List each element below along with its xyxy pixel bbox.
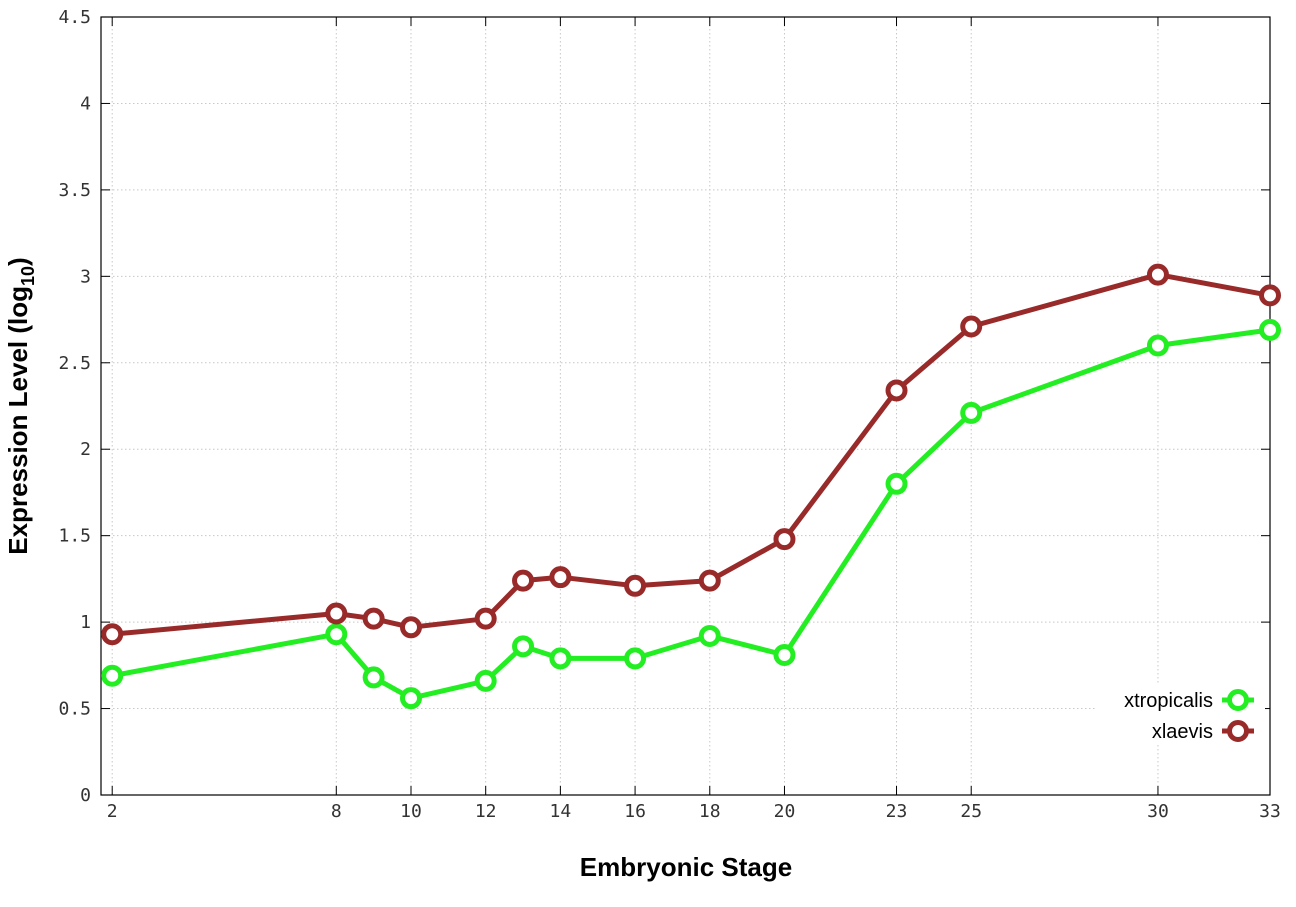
data-point-xtropicalis: [698, 624, 721, 647]
data-point-xlaevis: [698, 569, 721, 592]
data-point-xtropicalis: [399, 687, 422, 710]
y-tick-label: 1.5: [58, 526, 91, 547]
data-point-xlaevis: [549, 566, 572, 589]
data-point-xlaevis: [362, 607, 385, 630]
data-point-xlaevis: [773, 528, 796, 551]
data-point-xtropicalis: [101, 664, 124, 687]
y-tick-label: 4.5: [58, 7, 91, 28]
plot-frame: [100, 16, 1271, 796]
data-point-xlaevis: [960, 315, 983, 338]
data-point-xlaevis: [101, 623, 124, 646]
series-xtropicalis: [101, 318, 1281, 710]
x-tick-label: 2: [107, 801, 118, 822]
data-point-xlaevis: [624, 574, 647, 597]
y-tick-label: 3: [80, 266, 91, 287]
y-tick-labels: 0 0.5 1 1.5 2 2.5 3 3.5 4 4.5: [58, 7, 91, 806]
data-point-xlaevis: [885, 379, 908, 402]
data-point-xtropicalis: [474, 669, 497, 692]
y-axis-title-main: Expression Level (log: [3, 286, 33, 555]
x-tick-label: 14: [550, 801, 572, 822]
legend-marker-xlaevis: [1227, 720, 1249, 742]
y-axis-title: Expression Level (log10): [3, 257, 38, 554]
x-tick-label: 25: [960, 801, 982, 822]
x-tick-label: 10: [400, 801, 422, 822]
y-axis-title-suffix: ): [3, 257, 33, 266]
y-tick-label: 2.5: [58, 353, 91, 374]
data-point-xtropicalis: [1259, 318, 1281, 341]
data-point-xtropicalis: [512, 635, 535, 658]
y-tick-label: 2: [80, 439, 91, 460]
data-point-xlaevis: [325, 602, 348, 625]
data-point-xtropicalis: [624, 647, 647, 670]
y-tick-label: 0: [80, 785, 91, 806]
x-tick-label: 30: [1147, 801, 1169, 822]
legend: xtropicalis xlaevis: [1095, 683, 1265, 743]
data-point-xlaevis: [1259, 284, 1281, 307]
y-tick-label: 4: [80, 93, 91, 114]
data-point-xtropicalis: [325, 623, 348, 646]
data-point-xlaevis: [474, 607, 497, 630]
x-tick-label: 23: [886, 801, 908, 822]
x-tick-label: 18: [699, 801, 721, 822]
x-tick-labels: 2 8 10 12 14 16 18 20 23 25 30 33: [107, 801, 1281, 822]
legend-label-xtropicalis: xtropicalis: [1124, 690, 1213, 712]
data-point-xtropicalis: [773, 643, 796, 666]
data-point-xlaevis: [399, 616, 422, 639]
legend-label-xlaevis: xlaevis: [1152, 721, 1213, 743]
x-tick-label: 20: [774, 801, 796, 822]
data-point-xtropicalis: [549, 647, 572, 670]
series-xlaevis: [101, 263, 1281, 646]
x-tick-label: 8: [331, 801, 342, 822]
data-point-xtropicalis: [362, 666, 385, 689]
y-tick-label: 1: [80, 612, 91, 633]
x-axis-title: Embryonic Stage: [580, 852, 792, 882]
x-tick-label: 12: [475, 801, 497, 822]
data-point-xtropicalis: [885, 472, 908, 495]
data-point-xtropicalis: [960, 401, 983, 424]
y-axis-title-subscript: 10: [18, 266, 38, 286]
data-point-xlaevis: [512, 569, 535, 592]
x-tick-label: 33: [1259, 801, 1281, 822]
series-group: [101, 263, 1281, 710]
y-tick-label: 3.5: [58, 180, 91, 201]
legend-marker-xtropicalis: [1227, 689, 1249, 711]
data-point-xlaevis: [1146, 263, 1169, 286]
data-point-xtropicalis: [1146, 334, 1169, 357]
y-tick-label: 0.5: [58, 699, 91, 720]
x-tick-label: 16: [624, 801, 646, 822]
grid-lines: [101, 17, 1270, 795]
